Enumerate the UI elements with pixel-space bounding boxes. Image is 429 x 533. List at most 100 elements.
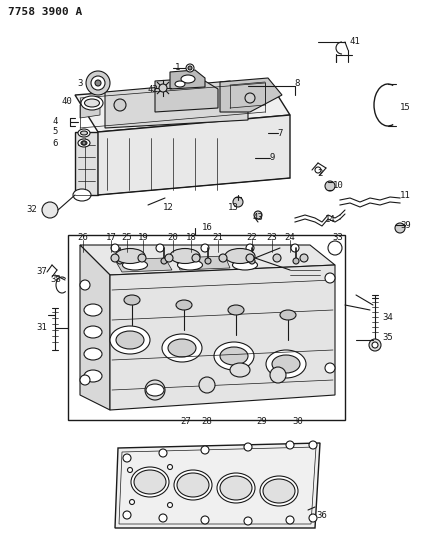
Text: 43: 43 — [253, 214, 263, 222]
Ellipse shape — [263, 479, 295, 503]
Polygon shape — [110, 265, 335, 410]
Text: 36: 36 — [317, 511, 327, 520]
Ellipse shape — [84, 326, 102, 338]
Ellipse shape — [181, 75, 195, 83]
Text: 17: 17 — [106, 232, 116, 241]
Circle shape — [167, 503, 172, 507]
Ellipse shape — [81, 141, 87, 145]
Circle shape — [372, 342, 378, 348]
Text: 26: 26 — [78, 232, 88, 241]
Ellipse shape — [170, 248, 200, 263]
Polygon shape — [98, 115, 290, 195]
Text: 11: 11 — [400, 191, 411, 200]
Ellipse shape — [230, 363, 250, 377]
Ellipse shape — [266, 350, 306, 378]
Polygon shape — [80, 102, 100, 118]
Text: 38: 38 — [51, 276, 61, 285]
Circle shape — [42, 202, 58, 218]
Text: 21: 21 — [213, 232, 224, 241]
Text: 12: 12 — [163, 204, 173, 213]
Circle shape — [114, 99, 126, 111]
Text: 23: 23 — [267, 232, 278, 241]
Circle shape — [325, 181, 335, 191]
Polygon shape — [80, 245, 335, 275]
Text: 15: 15 — [400, 103, 411, 112]
Circle shape — [286, 441, 294, 449]
Text: 27: 27 — [181, 417, 191, 426]
Text: 40: 40 — [62, 98, 73, 107]
Ellipse shape — [168, 339, 196, 357]
Ellipse shape — [260, 476, 298, 506]
Text: 39: 39 — [401, 221, 411, 230]
Circle shape — [254, 211, 262, 219]
Text: 7: 7 — [277, 128, 283, 138]
Ellipse shape — [146, 384, 164, 396]
Polygon shape — [115, 258, 172, 272]
Text: 16: 16 — [202, 223, 212, 232]
Text: 1: 1 — [175, 63, 181, 72]
Circle shape — [91, 76, 105, 90]
Text: 34: 34 — [383, 313, 393, 322]
Circle shape — [201, 446, 209, 454]
Text: 32: 32 — [27, 206, 37, 214]
Ellipse shape — [177, 473, 209, 497]
Circle shape — [111, 244, 119, 252]
Circle shape — [201, 244, 209, 252]
Ellipse shape — [110, 326, 150, 354]
Circle shape — [246, 244, 254, 252]
Ellipse shape — [228, 305, 244, 315]
Ellipse shape — [214, 342, 254, 370]
Polygon shape — [175, 256, 230, 270]
Circle shape — [165, 254, 173, 262]
Text: 18: 18 — [186, 232, 196, 241]
Ellipse shape — [84, 304, 102, 316]
Circle shape — [273, 254, 281, 262]
Text: 37: 37 — [36, 268, 47, 277]
Ellipse shape — [233, 260, 257, 270]
Circle shape — [325, 363, 335, 373]
Ellipse shape — [225, 248, 255, 263]
Ellipse shape — [73, 189, 91, 201]
Text: 25: 25 — [122, 232, 133, 241]
Circle shape — [111, 254, 119, 262]
Circle shape — [328, 241, 342, 255]
Text: 22: 22 — [247, 232, 257, 241]
Circle shape — [291, 244, 299, 252]
Polygon shape — [155, 78, 218, 112]
Text: 2: 2 — [317, 168, 323, 177]
Circle shape — [286, 516, 294, 524]
Ellipse shape — [174, 470, 212, 500]
Polygon shape — [68, 235, 345, 420]
Ellipse shape — [124, 295, 140, 305]
Ellipse shape — [217, 473, 255, 503]
Text: 35: 35 — [383, 334, 393, 343]
Ellipse shape — [84, 370, 102, 382]
Circle shape — [86, 71, 110, 95]
Text: 5: 5 — [52, 127, 57, 136]
Text: 31: 31 — [36, 324, 47, 333]
Polygon shape — [105, 81, 248, 128]
Circle shape — [123, 511, 131, 519]
Circle shape — [80, 280, 90, 290]
Ellipse shape — [85, 99, 100, 107]
Polygon shape — [220, 78, 282, 112]
Circle shape — [188, 66, 192, 70]
Ellipse shape — [220, 347, 248, 365]
Circle shape — [309, 514, 317, 522]
Circle shape — [117, 258, 123, 264]
Polygon shape — [75, 80, 290, 132]
Circle shape — [80, 375, 90, 385]
Ellipse shape — [131, 467, 169, 497]
Circle shape — [249, 258, 255, 264]
Text: 7758 3900 A: 7758 3900 A — [8, 7, 82, 17]
Ellipse shape — [220, 476, 252, 500]
Polygon shape — [75, 132, 98, 195]
Circle shape — [199, 377, 215, 393]
Ellipse shape — [116, 331, 144, 349]
Circle shape — [145, 380, 165, 400]
Text: 19: 19 — [138, 232, 148, 241]
Circle shape — [82, 141, 86, 145]
Ellipse shape — [134, 470, 166, 494]
Ellipse shape — [84, 348, 102, 360]
Ellipse shape — [78, 139, 90, 147]
